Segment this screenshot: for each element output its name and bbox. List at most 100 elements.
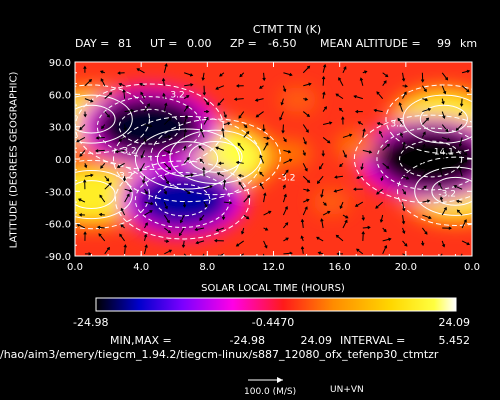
wind-vector bbox=[373, 108, 383, 113]
wind-vector bbox=[122, 176, 127, 182]
wind-vector bbox=[259, 154, 265, 164]
wind-vector bbox=[317, 251, 324, 255]
wind-vector bbox=[402, 91, 407, 99]
contour-line bbox=[118, 108, 181, 145]
wind-vector bbox=[421, 143, 426, 151]
wind-vector bbox=[263, 136, 271, 140]
wind-vector bbox=[183, 105, 189, 112]
contour-line bbox=[134, 128, 241, 190]
wind-vector bbox=[401, 214, 406, 225]
colorbar-max-label: 24.09 bbox=[438, 316, 471, 329]
contour-line bbox=[114, 160, 251, 240]
wind-vector bbox=[262, 124, 266, 132]
y-tick-label: -30.0 bbox=[45, 187, 71, 198]
wind-vector bbox=[95, 136, 105, 140]
wind-vector bbox=[235, 160, 244, 165]
wind-vector bbox=[263, 210, 272, 216]
wind-vector bbox=[333, 188, 344, 193]
wind-vector bbox=[303, 97, 309, 101]
wind-vector bbox=[421, 168, 428, 177]
wind-vector bbox=[83, 179, 87, 190]
altitude-unit: km bbox=[460, 37, 478, 50]
day-label: DAY = bbox=[75, 37, 110, 50]
file-path: /hao/aim3/emery/tiegcm_1.94.2/tiegcm-lin… bbox=[0, 349, 439, 361]
wind-vector bbox=[402, 175, 410, 180]
wind-vector bbox=[421, 131, 426, 138]
wind-vector bbox=[336, 252, 343, 256]
wind-vector bbox=[455, 124, 463, 131]
wind-vector bbox=[161, 77, 166, 86]
wind-vector bbox=[438, 182, 443, 190]
wind-vector bbox=[302, 206, 308, 216]
heatmap-cell bbox=[312, 189, 351, 215]
wind-vectors bbox=[76, 63, 471, 256]
wind-vector bbox=[402, 202, 406, 212]
wind-vector bbox=[183, 115, 188, 125]
wind-vector bbox=[183, 188, 191, 195]
contour-line bbox=[399, 140, 463, 178]
wind-vector bbox=[439, 196, 444, 203]
minmax-label: MIN,MAX = bbox=[110, 334, 172, 347]
wind-vector bbox=[376, 188, 383, 195]
wind-vector bbox=[84, 79, 93, 87]
wind-vector bbox=[376, 121, 383, 126]
wind-vector bbox=[184, 83, 194, 87]
wind-vector bbox=[282, 85, 287, 93]
wind-vector bbox=[163, 214, 170, 224]
wind-vector bbox=[375, 201, 384, 209]
contour-label: -3.2 bbox=[438, 190, 456, 200]
wind-vector bbox=[382, 143, 391, 151]
wind-vector bbox=[122, 89, 126, 99]
wind-vector bbox=[140, 150, 145, 159]
reference-vector bbox=[248, 377, 283, 383]
wind-vector bbox=[238, 181, 245, 190]
heatmap-cell bbox=[335, 132, 378, 160]
wind-vector bbox=[341, 116, 345, 125]
wind-vector bbox=[179, 214, 185, 224]
wind-vector bbox=[100, 162, 106, 169]
x-tick-label: 0.0 bbox=[464, 262, 480, 273]
wind-vector bbox=[215, 146, 225, 151]
wind-vector bbox=[382, 227, 387, 233]
wind-vector bbox=[439, 253, 443, 256]
wind-vector bbox=[124, 188, 133, 193]
min-value: -24.98 bbox=[229, 334, 265, 347]
wind-vector bbox=[357, 121, 364, 125]
wind-vector bbox=[144, 222, 148, 229]
wind-vector bbox=[441, 240, 446, 248]
wind-vector bbox=[143, 244, 148, 254]
wind-vector bbox=[123, 244, 127, 254]
wind-vector bbox=[322, 201, 327, 206]
wind-vector bbox=[83, 163, 88, 169]
wind-vector bbox=[104, 246, 110, 255]
wind-vector bbox=[401, 72, 406, 82]
wind-vector bbox=[79, 124, 86, 131]
wind-vector bbox=[456, 209, 463, 216]
wind-vector bbox=[402, 84, 409, 88]
wind-vector bbox=[378, 130, 384, 138]
wind-vector bbox=[101, 124, 106, 130]
wind-vector bbox=[422, 185, 427, 190]
wind-vector bbox=[438, 166, 443, 177]
contour-line bbox=[385, 84, 472, 154]
wind-vector bbox=[239, 253, 245, 256]
wind-vector bbox=[217, 98, 225, 106]
wind-vector bbox=[201, 72, 205, 81]
wind-vector bbox=[99, 70, 105, 74]
wind-vector bbox=[164, 135, 172, 139]
wind-vector bbox=[300, 235, 304, 242]
wind-vector bbox=[399, 132, 404, 138]
wind-vector bbox=[459, 98, 464, 107]
wind-vector bbox=[203, 185, 213, 190]
reference-vector-label: 100.0 (M/S) bbox=[244, 387, 297, 397]
wind-vector bbox=[339, 162, 344, 168]
wind-vector bbox=[382, 162, 390, 169]
wind-vector bbox=[362, 149, 373, 154]
wind-vector bbox=[283, 72, 293, 77]
wind-vector bbox=[98, 233, 106, 242]
wind-vector bbox=[421, 154, 427, 164]
wind-vector bbox=[163, 162, 172, 171]
wind-vector bbox=[402, 240, 408, 247]
wind-vector bbox=[139, 82, 145, 87]
axes: 0.0 4.0 8.0 12.0 16.0 20.0 0.090.060.030.00.0-… bbox=[45, 58, 480, 273]
